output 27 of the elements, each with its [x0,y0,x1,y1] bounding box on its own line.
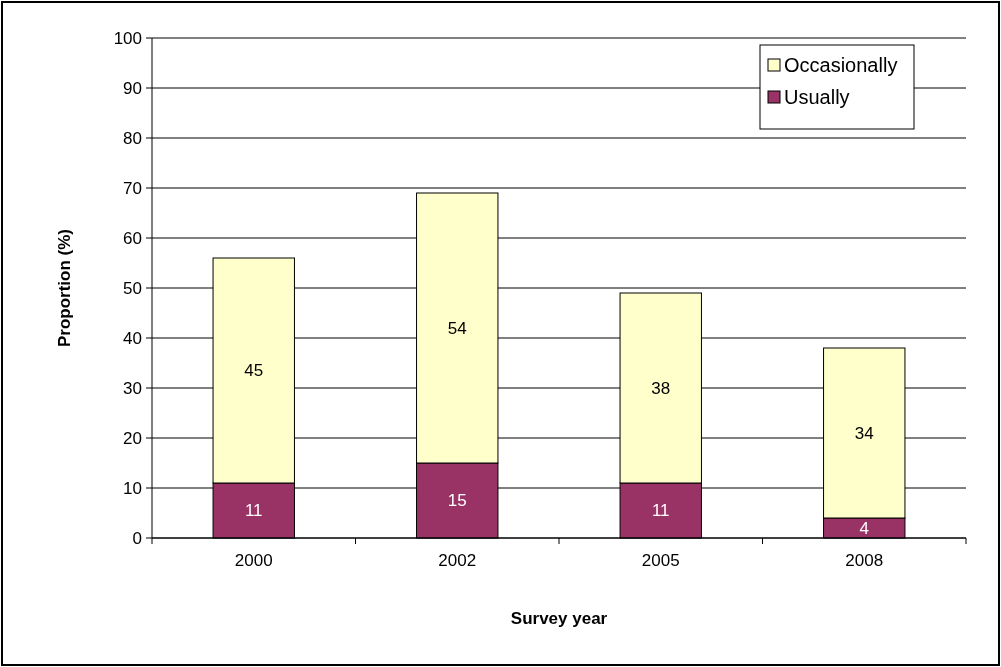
legend-label: Occasionally [784,54,898,76]
y-tick-label: 60 [123,228,142,248]
data-label: 11 [651,501,670,521]
y-tick-label: 30 [123,378,142,398]
y-axis-title: Proportion (%) [55,228,74,348]
y-tick-label: 40 [123,328,142,348]
x-axis-title: Survey year [510,609,608,628]
data-label: 38 [651,378,671,398]
y-tick-label: 0 [132,528,142,548]
x-tick-label: 2002 [438,551,477,570]
legend-label: Usually [784,86,850,108]
data-label: 15 [447,491,467,511]
y-tick-label: 100 [113,28,142,48]
y-tick-label: 70 [123,178,142,198]
data-label: 45 [244,361,264,381]
y-tick-label: 90 [123,78,142,98]
y-tick-label: 50 [123,278,142,298]
y-tick-label: 10 [123,478,142,498]
y-tick-label: 80 [123,128,142,148]
data-label: 11 [244,501,263,521]
data-label: 54 [447,318,467,338]
data-label: 4 [859,518,869,538]
data-label: 34 [854,423,874,443]
x-tick-label: 2008 [845,551,884,570]
y-tick-label: 20 [123,428,142,448]
x-tick-label: 2005 [641,551,680,570]
x-tick-label: 2000 [234,551,273,570]
